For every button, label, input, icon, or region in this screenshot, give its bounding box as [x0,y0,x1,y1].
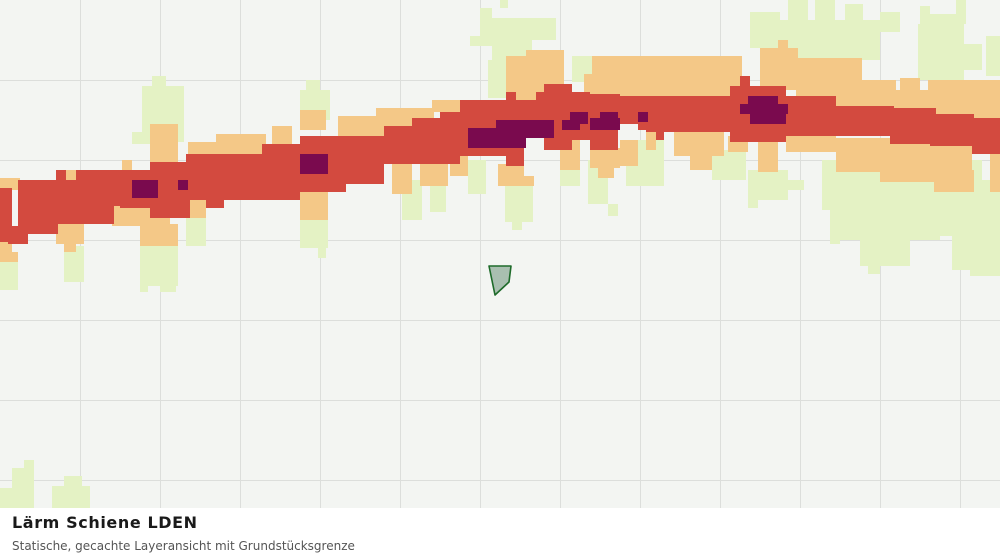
map-caption: Lärm Schiene LDEN Statische, gecachte La… [0,508,1000,560]
noise-zone-class-3 [0,76,1000,244]
parcel-boundary[interactable] [488,265,512,296]
noise-zone-class-4 [132,96,788,198]
noise-zone-class-2 [0,40,1000,262]
layer-subtitle: Statische, gecachte Layeransicht mit Gru… [12,539,355,553]
map-canvas[interactable] [0,0,1000,508]
map-view[interactable] [0,0,1000,508]
layer-title: Lärm Schiene LDEN [12,513,198,532]
